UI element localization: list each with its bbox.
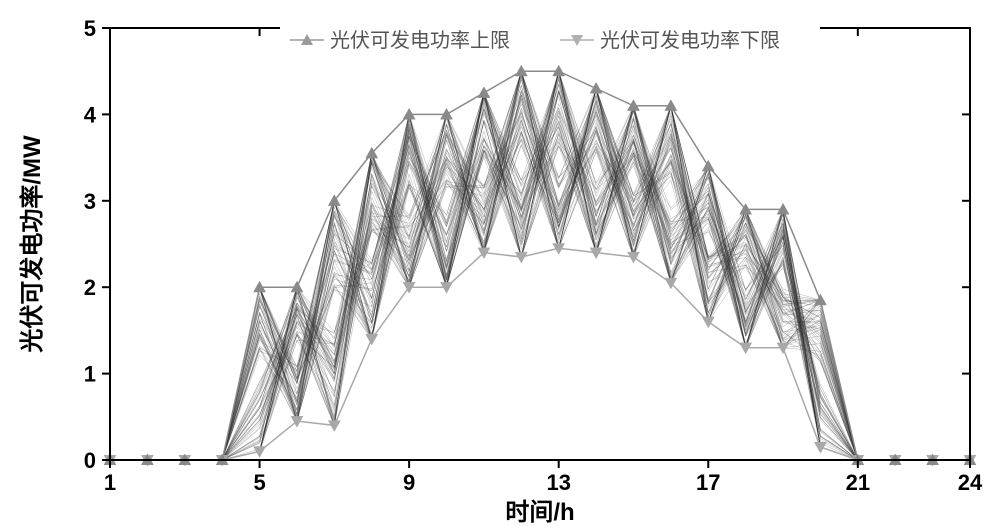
chart-svg: 15913172124012345时间/h光伏可发电功率/MW光伏可发电功率上限… <box>0 0 1000 526</box>
y-tick-label: 2 <box>84 275 96 300</box>
y-tick-label: 5 <box>84 16 96 41</box>
x-tick-label: 5 <box>253 470 265 495</box>
y-tick-label: 0 <box>84 448 96 473</box>
legend-item-lower: 光伏可发电功率下限 <box>600 29 780 52</box>
chart-legend: 光伏可发电功率上限 光伏可发电功率下限 <box>280 26 820 54</box>
x-axis-label: 时间/h <box>505 499 574 526</box>
y-axis-label: 光伏可发电功率/MW <box>18 135 46 354</box>
y-tick-label: 3 <box>84 189 96 214</box>
x-tick-label: 17 <box>696 470 720 495</box>
pv-power-chart: 15913172124012345时间/h光伏可发电功率/MW光伏可发电功率上限… <box>0 0 1000 526</box>
x-tick-label: 1 <box>104 470 116 495</box>
x-tick-label: 24 <box>958 470 983 495</box>
x-tick-label: 21 <box>846 470 870 495</box>
legend-item-upper: 光伏可发电功率上限 <box>330 29 510 52</box>
y-tick-label: 1 <box>84 362 96 387</box>
y-tick-label: 4 <box>84 102 97 127</box>
x-tick-label: 9 <box>403 470 415 495</box>
x-tick-label: 13 <box>546 470 570 495</box>
